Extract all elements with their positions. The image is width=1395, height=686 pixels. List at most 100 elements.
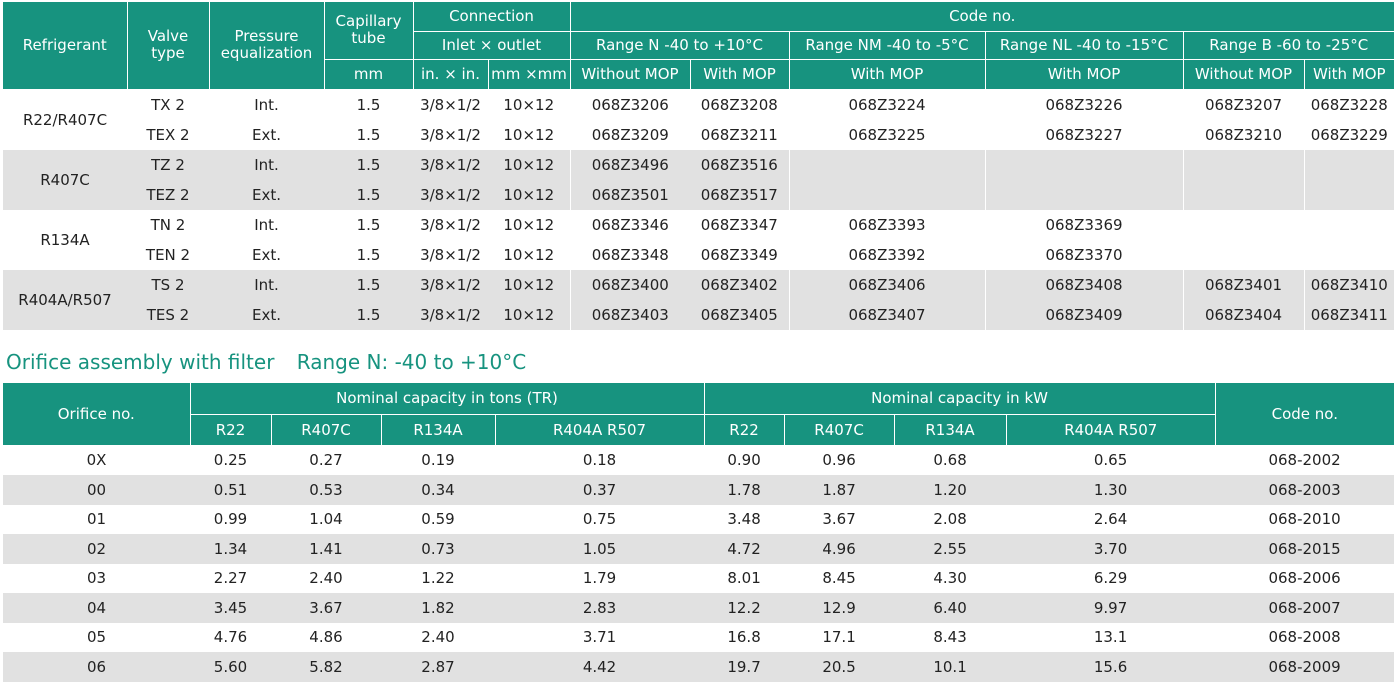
header-kw-r134a: R134A	[894, 414, 1007, 446]
orifice-section-heading: Orifice assembly with filter Range N: -4…	[6, 350, 526, 374]
cell-nl	[985, 179, 1184, 210]
cell-t-r134a: 0.59	[421, 510, 455, 529]
cell-t-r134a: 1.82	[381, 593, 495, 623]
header-b-without-mop: Without MOP	[1183, 59, 1305, 90]
cell-code: 068-2015	[1215, 534, 1395, 564]
refrigerant-cell: R134A	[40, 230, 90, 249]
cell-b-wo	[1183, 149, 1305, 180]
cell-k-r407c: 0.96	[822, 451, 856, 470]
cell-n-wo: 068Z3403	[570, 299, 690, 330]
cell-t-r134a: 1.22	[421, 569, 455, 588]
header-kw-r404a: R404A R507	[1006, 414, 1216, 446]
cell-n-w: 068Z3347	[690, 209, 790, 240]
table-row: R134A TN 2 Int. 1.5 3/8×1/2 10×12 068Z3346 068Z…	[3, 209, 1394, 249]
orifice-heading-title: Orifice assembly with filter	[6, 350, 275, 374]
header-code-no: Code no.	[570, 2, 1395, 32]
cell-type: TZ 2	[127, 149, 209, 180]
header-refrigerant: Refrigerant	[3, 2, 128, 90]
cell-n-wo: 068Z3501	[570, 179, 690, 210]
cell-t-r134a: 0.34	[381, 475, 495, 505]
header-capillary-tube: Capillary tube	[324, 2, 414, 60]
cell-eq: Int.	[209, 269, 324, 300]
cell-t-r407c: 2.40	[309, 569, 343, 588]
cell-t-r22: 0.51	[190, 475, 271, 505]
cell-type: TX 2	[151, 95, 185, 114]
header-range-nm: Range NM -40 to -5°C	[789, 31, 986, 60]
cell-b-wo: 068Z3404	[1183, 299, 1305, 330]
cell-eq: Ext.	[209, 299, 324, 330]
cell-inch: 3/8×1/2	[420, 95, 481, 114]
header-capillary-unit: mm	[324, 59, 414, 90]
cell-eq: Int.	[209, 149, 324, 180]
cell-no: 00	[3, 475, 190, 505]
cell-k-r404a: 0.65	[1093, 451, 1128, 470]
cell-eq: Ext.	[209, 179, 324, 210]
cell-mm: 10×12	[488, 89, 571, 120]
cell-t-r407c: 4.86	[309, 628, 343, 647]
cell-k-r134a: 2.08	[933, 510, 967, 529]
cell-b-w	[1304, 240, 1394, 270]
cell-t-r404a: 0.37	[495, 475, 705, 505]
cell-k-r404a: 13.1	[1093, 628, 1128, 647]
cell-code: 068-2003	[1215, 475, 1395, 505]
cell-type: TEZ 2	[127, 179, 209, 210]
cell-k-r22: 8.01	[727, 569, 761, 588]
cell-k-r404a: 1.30	[1006, 475, 1216, 505]
cell-n-w: 068Z3211	[690, 119, 790, 150]
cell-b-wo	[1183, 209, 1305, 240]
cell-nl	[985, 149, 1184, 180]
header-tons-r404a: R404A R507	[495, 414, 705, 446]
cell-nm: 068Z3225	[789, 119, 986, 150]
cell-k-r404a: 6.29	[1093, 569, 1128, 588]
cell-b-w: 068Z3228	[1310, 95, 1388, 114]
table-row: 0X 0.25 0.27 0.19 0.18 0.90 0.96 0.68 0.65 068-20…	[3, 445, 1394, 475]
cell-mm: 10×12	[488, 119, 571, 150]
cell-k-r404a: 2.64	[1093, 510, 1128, 529]
cell-no: 02	[3, 534, 190, 564]
table-row: TEX 2 Ext. 1.5 3/8×1/2 10×12 068Z3209 068Z3211…	[3, 119, 1394, 150]
cell-t-r22: 1.34	[190, 534, 271, 564]
cell-t-r22: 5.60	[190, 652, 271, 682]
cell-nm: 068Z3224	[789, 89, 986, 120]
cell-b-wo: 068Z3401	[1183, 269, 1305, 300]
table-row: 06 5.60 5.82 2.87 4.42 19.7 20.5 10.1 15.6 068-20…	[3, 652, 1395, 682]
cell-b-wo: 068Z3207	[1183, 89, 1305, 120]
cell-mm: 10×12	[488, 209, 571, 240]
header-conn-inch: in. × in.	[413, 59, 489, 90]
cell-t-r404a: 0.18	[582, 451, 617, 470]
header-orifice-code-no: Code no.	[1215, 383, 1395, 446]
cell-nm: 068Z3392	[789, 239, 986, 270]
cell-t-r404a: 2.83	[495, 593, 705, 623]
cell-n-w: 068Z3405	[690, 299, 790, 330]
table-row: 02 1.34 1.41 0.73 1.05 4.72 4.96 2.55 3.70 068-20…	[3, 534, 1395, 564]
cell-eq: Int.	[254, 215, 279, 234]
cell-t-r134a: 0.19	[421, 451, 455, 470]
cell-n-w: 068Z3516	[690, 149, 790, 180]
cell-t-r404a: 3.71	[582, 628, 617, 647]
cell-n-wo: 068Z3206	[591, 95, 669, 114]
cell-k-r22: 0.90	[727, 451, 761, 470]
header-valve-type: Valve type	[127, 2, 210, 90]
cell-k-r404a: 3.70	[1006, 534, 1216, 564]
cell-b-w: 068Z3410	[1304, 269, 1395, 300]
cell-mm: 10×12	[488, 299, 571, 330]
cell-no: 06	[3, 652, 190, 682]
cell-code: 068-2010	[1268, 510, 1341, 529]
cell-type: TN 2	[150, 215, 186, 234]
cell-nm: 068Z3407	[789, 299, 986, 330]
header-range-n: Range N -40 to +10°C	[570, 31, 790, 60]
cell-t-r404a: 1.79	[582, 569, 617, 588]
header-orifice-no: Orifice no.	[3, 383, 191, 446]
cell-k-r407c: 1.87	[784, 475, 895, 505]
header-range-b: Range B -60 to -25°C	[1183, 31, 1395, 60]
cell-t-r22: 4.76	[213, 628, 248, 647]
cell-k-r22: 3.48	[727, 510, 761, 529]
cell-k-r22: 19.7	[704, 652, 785, 682]
cell-k-r134a: 6.40	[894, 593, 1007, 623]
header-tons-r22: R22	[190, 414, 272, 446]
cell-k-r134a: 4.30	[933, 569, 967, 588]
header-kw-r407c: R407C	[784, 414, 895, 446]
cell-b-wo	[1183, 179, 1305, 210]
cell-t-r404a: 0.75	[582, 510, 617, 529]
cell-k-r407c: 17.1	[822, 628, 856, 647]
